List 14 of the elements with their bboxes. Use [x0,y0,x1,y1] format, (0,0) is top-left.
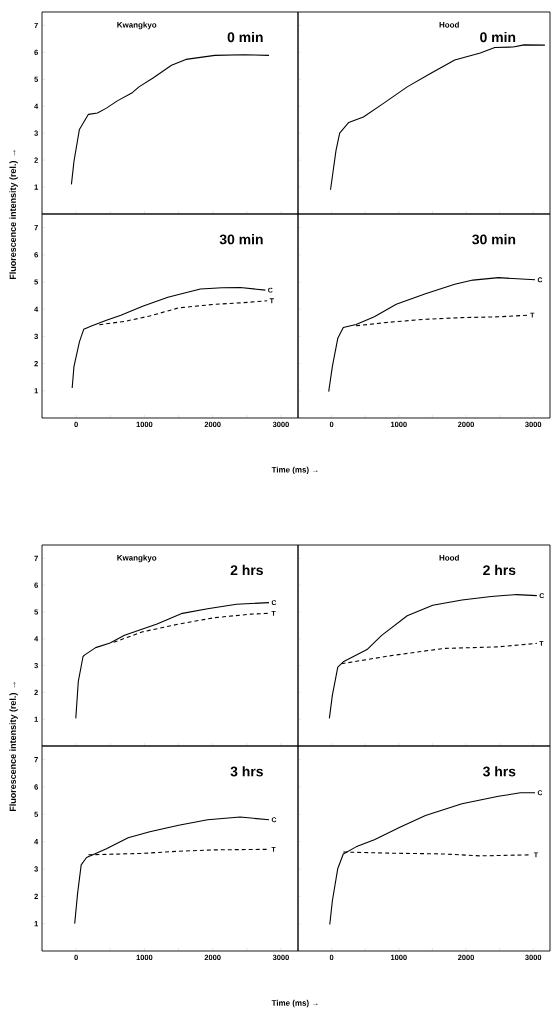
line-series [74,816,270,925]
annotation: 0 min [227,31,263,43]
annotation: 3 hrs [230,766,263,777]
line-series [70,54,270,185]
annotation: 0 min [480,31,516,43]
annotation: 30 min [472,234,516,245]
annotation: 2 hrs [230,564,263,576]
annotation: 3 hrs [482,766,516,777]
y-axis-title: Fluorescence intensity (rel.) → [9,150,18,280]
annotation: 2 hrs [483,564,516,576]
annotation: 30 min [219,234,263,245]
y-axis-title: Fluorescence intensity (rel.) → [9,682,18,812]
line-series [75,602,270,719]
line-series [71,286,266,389]
